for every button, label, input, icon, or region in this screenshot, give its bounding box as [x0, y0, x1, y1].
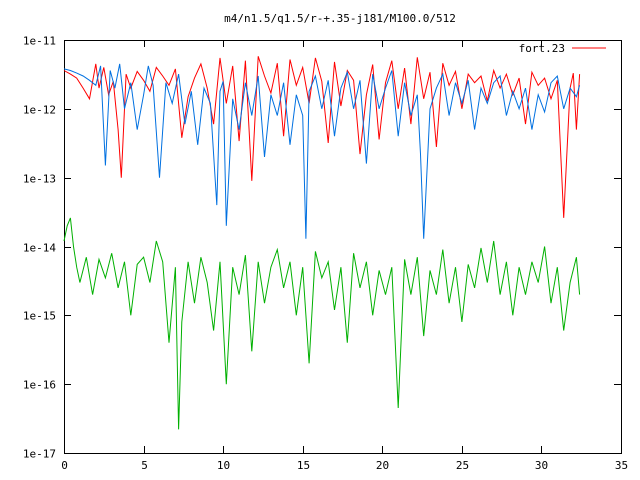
x-tick-label: 10 — [217, 459, 230, 472]
y-tick-label: 1e-14 — [23, 242, 56, 255]
legend: fort.23 — [519, 42, 606, 55]
y-tick-label: 1e-15 — [23, 310, 56, 323]
x-tick-label: 0 — [61, 459, 68, 472]
x-tick-label: 25 — [456, 459, 469, 472]
y-tick-label: 1e-17 — [23, 448, 56, 461]
x-tick-label: 20 — [376, 459, 389, 472]
axes: 0 5 10 15 20 25 30 35 1e-17 1e-16 1e-15 1e-14 1e-13 1… — [23, 35, 628, 473]
chart-title: m4/n1.5/q1.5/r-+.35-j181/M100.0/512 — [224, 12, 456, 25]
series-layer — [63, 56, 581, 430]
legend-label: fort.23 — [519, 42, 565, 55]
y-tick-label: 1e-11 — [23, 35, 56, 48]
series-line-1 — [63, 56, 581, 218]
plot-frame — [64, 40, 622, 454]
y-tick-label: 1e-12 — [23, 104, 56, 117]
y-tick-label: 1e-16 — [23, 379, 56, 392]
x-tick-label: 15 — [297, 459, 310, 472]
x-tick-label: 30 — [535, 459, 548, 472]
series-line-2 — [63, 63, 581, 239]
x-tick-label: 5 — [141, 459, 148, 472]
y-tick-label: 1e-13 — [23, 173, 56, 186]
x-tick-label: 35 — [615, 459, 628, 472]
series-line-3 — [63, 217, 581, 430]
